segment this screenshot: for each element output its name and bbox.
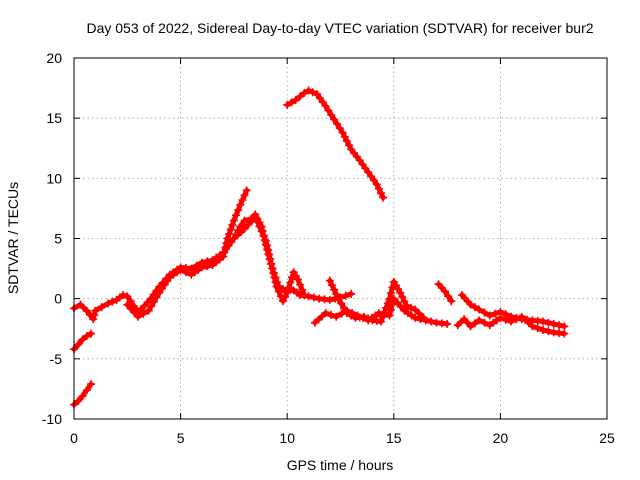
y-tick-label: -5 bbox=[50, 351, 63, 367]
x-tick-label: 5 bbox=[177, 430, 185, 446]
chart-title: Day 053 of 2022, Sidereal Day-to-day VTE… bbox=[86, 20, 593, 36]
y-tick-label: -10 bbox=[42, 411, 62, 427]
series-track-j bbox=[453, 312, 569, 338]
x-tick-label: 0 bbox=[70, 430, 78, 446]
series-track-h bbox=[325, 276, 428, 326]
x-tick-label: 20 bbox=[493, 430, 509, 446]
series-track-f bbox=[283, 86, 388, 202]
series-markers bbox=[123, 186, 251, 321]
series-track-d bbox=[123, 186, 251, 321]
y-tick-label: 5 bbox=[54, 231, 62, 247]
series-track-i bbox=[434, 280, 456, 306]
series-layer bbox=[70, 86, 569, 409]
y-axis-label: SDTVAR / TECUs bbox=[5, 182, 21, 294]
series-markers bbox=[458, 291, 569, 331]
series-trace bbox=[284, 88, 386, 201]
grid-layer bbox=[74, 58, 607, 419]
series-markers bbox=[283, 86, 388, 202]
y-tick-label: 10 bbox=[46, 170, 62, 186]
series-trace bbox=[124, 187, 250, 320]
series-markers bbox=[434, 280, 456, 306]
y-tick-label: 0 bbox=[54, 291, 62, 307]
plot-frame bbox=[73, 57, 608, 420]
series-markers bbox=[325, 276, 428, 326]
y-tick-label: 15 bbox=[46, 110, 62, 126]
y-tick-label: 20 bbox=[46, 50, 62, 66]
x-axis-label: GPS time / hours bbox=[287, 457, 394, 473]
x-tick-label: 25 bbox=[599, 430, 615, 446]
x-tick-label: 10 bbox=[279, 430, 295, 446]
series-markers bbox=[229, 212, 309, 306]
series-track-e bbox=[229, 212, 309, 306]
series-track-k bbox=[458, 291, 569, 331]
x-tick-label: 15 bbox=[386, 430, 402, 446]
